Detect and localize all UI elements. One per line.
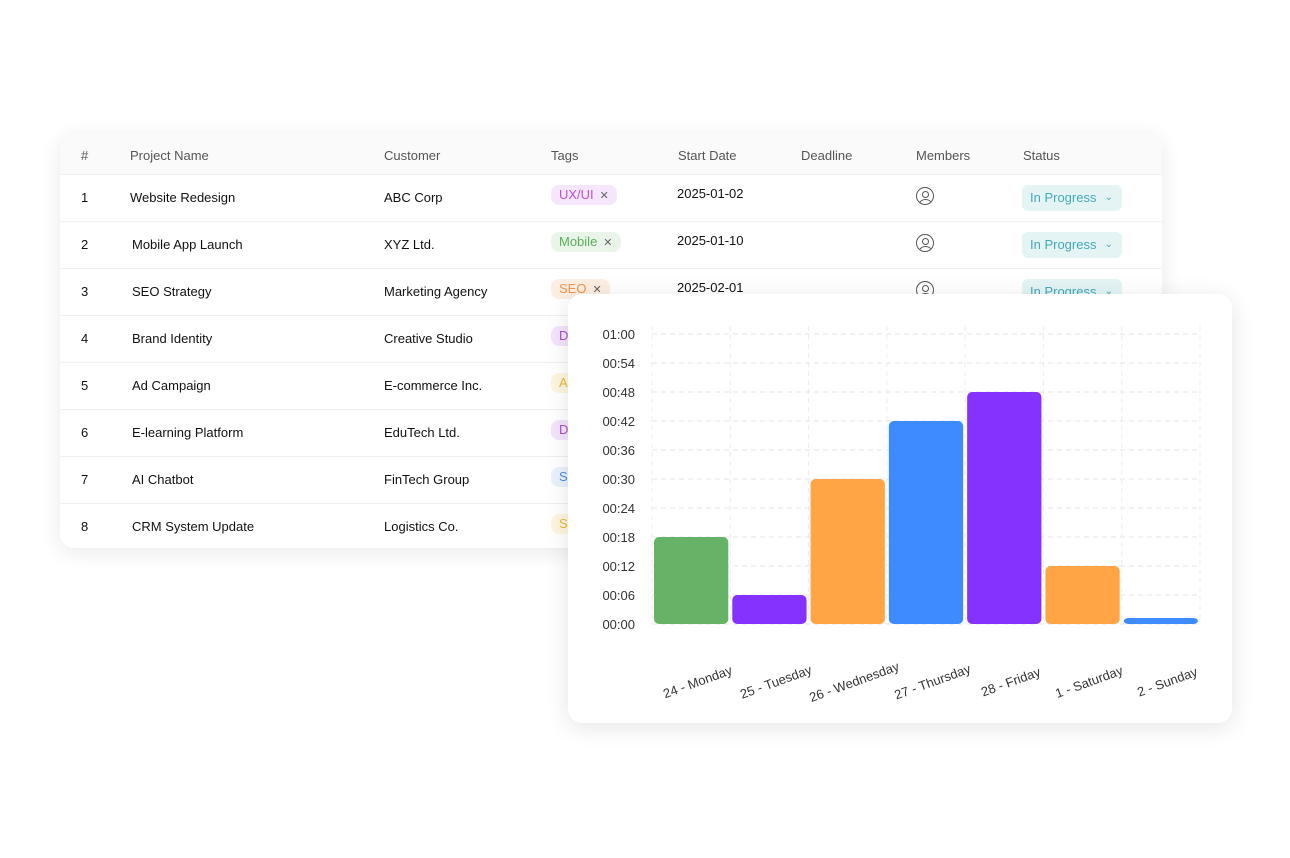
project-name[interactable]: CRM System Update — [132, 519, 255, 534]
bar[interactable] — [967, 392, 1042, 624]
project-name[interactable]: E-learning Platform — [132, 425, 244, 440]
close-icon[interactable]: ✕ — [603, 237, 613, 249]
tag-label: A — [559, 375, 568, 390]
project-name[interactable]: Ad Campaign — [132, 378, 211, 393]
bar[interactable] — [654, 537, 729, 624]
header-start-date[interactable]: Start Date — [678, 148, 737, 163]
user-circle-icon[interactable] — [916, 187, 934, 205]
y-tick-label: 00:12 — [602, 559, 635, 574]
row-number: 8 — [81, 519, 89, 534]
y-tick-label: 00:30 — [602, 472, 635, 487]
table-header: # Project Name Customer Tags Start Date … — [60, 134, 1162, 174]
y-tick-label: 01:00 — [602, 327, 635, 342]
tag-label: UX/UI — [559, 187, 594, 202]
customer-name: EduTech Ltd. — [384, 425, 460, 440]
bar[interactable] — [732, 595, 807, 624]
tag-label: SEO — [559, 281, 587, 296]
table-row[interactable]: 1 Website Redesign ABC Corp UX/UI ✕ 2025-… — [60, 174, 1162, 221]
chevron-down-icon: ⌄ — [1104, 286, 1113, 297]
header-deadline[interactable]: Deadline — [801, 148, 853, 163]
tag-label: S — [559, 469, 568, 484]
project-name[interactable]: Website Redesign — [130, 190, 236, 205]
status-dropdown[interactable]: In Progress ⌄ — [1022, 185, 1122, 211]
customer-name: Creative Studio — [384, 331, 473, 346]
header-number: # — [81, 148, 89, 163]
x-tick-label: 2 - Sunday — [1135, 664, 1200, 700]
tag-label: D — [559, 422, 569, 437]
bar[interactable] — [1123, 618, 1198, 624]
customer-name: E-commerce Inc. — [384, 378, 483, 393]
status-label: In Progress — [1030, 190, 1097, 205]
tag-label: S — [559, 516, 568, 531]
x-tick-label: 27 - Thursday — [892, 661, 973, 703]
customer-name: ABC Corp — [384, 190, 443, 205]
header-customer[interactable]: Customer — [384, 148, 441, 163]
bar[interactable] — [810, 479, 885, 624]
y-tick-label: 00:42 — [602, 414, 635, 429]
y-tick-label: 00:36 — [602, 443, 635, 458]
customer-name: XYZ Ltd. — [384, 237, 435, 252]
y-tick-label: 00:06 — [602, 588, 635, 603]
customer-name: Marketing Agency — [384, 284, 488, 299]
row-number: 7 — [81, 472, 89, 487]
tag-label: Mobile — [559, 234, 598, 249]
table-row[interactable]: 2 Mobile App Launch XYZ Ltd. Mobile ✕ 202… — [60, 221, 1162, 268]
row-number: 5 — [81, 378, 89, 393]
x-tick-label: 25 - Tuesday — [738, 662, 814, 702]
time-chart-card: 00:00 00:06 00:12 00:18 00:24 00:30 00:36 00:42… — [568, 294, 1232, 723]
y-tick-label: 00:48 — [602, 385, 635, 400]
header-status[interactable]: Status — [1023, 148, 1060, 163]
chevron-down-icon: ⌄ — [1104, 192, 1113, 203]
tag-label: D — [559, 328, 569, 343]
header-tags[interactable]: Tags — [551, 148, 579, 163]
project-name[interactable]: SEO Strategy — [132, 284, 212, 299]
status-label: In Progress — [1030, 237, 1097, 252]
row-number: 3 — [81, 284, 89, 299]
row-number: 4 — [81, 331, 89, 346]
row-number: 2 — [81, 237, 89, 252]
x-tick-label: 1 - Saturday — [1053, 662, 1125, 700]
project-name[interactable]: Mobile App Launch — [132, 237, 243, 252]
header-members[interactable]: Members — [916, 148, 971, 163]
status-dropdown[interactable]: In Progress ⌄ — [1022, 232, 1122, 258]
chevron-down-icon: ⌄ — [1104, 239, 1113, 250]
row-number: 6 — [81, 425, 89, 440]
customer-name: FinTech Group — [384, 472, 470, 487]
project-name[interactable]: AI Chatbot — [132, 472, 194, 487]
x-tick-label: 24 - Monday — [661, 662, 735, 701]
customer-name: Logistics Co. — [384, 519, 459, 534]
y-tick-label: 00:54 — [602, 356, 635, 371]
tag-chip: UX/UI ✕ — [551, 185, 617, 205]
bar[interactable] — [888, 421, 964, 624]
start-date: 2025-01-10 — [677, 233, 744, 248]
project-name[interactable]: Brand Identity — [132, 331, 213, 346]
header-project-name[interactable]: Project Name — [130, 148, 209, 163]
row-number: 1 — [81, 190, 89, 205]
tag-chip: Mobile ✕ — [551, 232, 621, 252]
start-date: 2025-01-02 — [677, 186, 744, 201]
y-tick-label: 00:24 — [602, 501, 635, 516]
close-icon[interactable]: ✕ — [592, 284, 602, 296]
close-icon[interactable]: ✕ — [599, 190, 609, 202]
x-tick-label: 26 - Wednesday — [807, 658, 901, 705]
y-tick-label: 00:00 — [602, 617, 635, 632]
y-tick-label: 00:18 — [602, 530, 635, 545]
user-circle-icon[interactable] — [916, 234, 934, 252]
start-date: 2025-02-01 — [677, 280, 744, 295]
bar[interactable] — [1045, 566, 1120, 624]
bar-chart: 00:00 00:06 00:12 00:18 00:24 00:30 00:36 00:42… — [602, 326, 1201, 705]
x-tick-label: 28 - Friday — [979, 664, 1043, 700]
